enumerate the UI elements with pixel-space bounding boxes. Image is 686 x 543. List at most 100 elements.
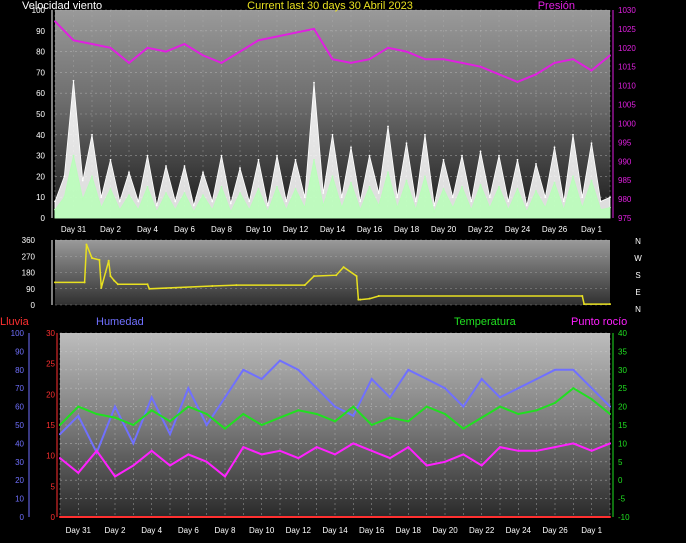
data-point [279,449,281,452]
data-point [174,208,177,211]
x-tick-label: Day 1 [581,225,602,234]
temperature-tick-label: 0 [618,476,623,485]
rain-tick-label: 5 [51,482,56,491]
data-point [260,424,263,426]
data-point [516,187,519,190]
data-point [599,208,602,211]
data-point [507,208,510,211]
data-point [451,196,454,199]
data-point [257,39,260,42]
humidity-tick-label: 100 [11,329,25,338]
data-point [174,200,177,203]
data-point [572,133,574,136]
direction-tick-label: 270 [22,252,36,261]
data-point [425,464,428,467]
x-tick-label: Day 20 [432,526,458,535]
data-point [377,294,380,297]
data-point [224,475,226,478]
data-point [350,181,352,184]
data-point [368,58,371,61]
x-tick-label: Day 2 [105,526,126,535]
data-point [114,405,116,408]
data-point [590,449,593,452]
data-point [609,206,611,209]
data-point [425,405,428,408]
data-point [150,409,153,412]
data-point [303,284,306,287]
data-point [150,396,153,399]
x-tick-label: Day 14 [322,526,348,535]
compass-label: S [635,271,640,280]
data-point [59,516,61,518]
data-point [91,175,93,178]
data-point [294,31,297,34]
data-point [572,175,574,178]
data-point [229,210,232,213]
data-point [146,283,149,286]
data-point [442,158,445,161]
data-point [359,200,362,203]
data-point [498,185,500,188]
data-point [609,54,611,57]
data-point [359,298,362,301]
data-point [187,453,190,456]
wind-tick-label: 70 [36,68,45,77]
data-point [202,171,204,174]
data-point [315,387,318,390]
wind-tick-label: 100 [32,6,46,15]
data-point [352,442,355,445]
data-point [461,62,463,64]
wind-tick-label: 0 [41,214,46,223]
wind-series-2 [54,155,611,219]
data-point [368,154,371,157]
data-point [91,133,93,136]
data-point [202,194,204,197]
data-point [581,294,584,297]
data-point [313,275,315,278]
data-point [498,73,500,76]
data-point [389,396,391,399]
pressure-tick-label: 1005 [618,101,636,110]
wind-speed-label: Velocidad viento [22,0,102,12]
data-point [239,192,241,194]
data-point [334,420,336,423]
data-point [192,210,195,213]
data-point [285,200,288,203]
data-point [572,442,575,445]
data-point [368,185,371,188]
data-point [220,62,223,64]
temperature-tick-label: 40 [618,329,627,338]
data-point [313,158,315,161]
compass-label: E [635,288,640,297]
data-point [488,196,491,199]
data-point [535,163,537,165]
data-point [118,200,121,203]
temperature-tick-label: 20 [618,403,627,412]
compass-label: W [634,254,642,263]
x-tick-label: Day 24 [505,225,531,234]
data-point [54,20,56,23]
data-point [517,449,520,452]
data-point [462,453,465,456]
data-point [370,378,373,380]
data-point [229,202,232,205]
data-point [479,65,482,68]
x-tick-label: Day 24 [506,526,532,535]
data-point [479,183,482,186]
temperature-tick-label: 25 [618,384,627,393]
data-point [279,359,281,362]
data-point [146,185,149,188]
data-point [155,210,158,213]
data-point [433,204,436,207]
data-point [451,206,454,209]
data-point [396,206,399,209]
data-point [424,133,426,136]
data-point [424,175,426,178]
x-tick-label: Day 16 [357,225,383,234]
x-tick-label: Day 18 [394,225,420,234]
data-point [407,446,410,449]
x-tick-label: Day 26 [542,225,568,234]
x-tick-label: Day 6 [178,526,199,535]
data-point [425,378,428,380]
pressure-tick-label: 980 [618,195,632,204]
